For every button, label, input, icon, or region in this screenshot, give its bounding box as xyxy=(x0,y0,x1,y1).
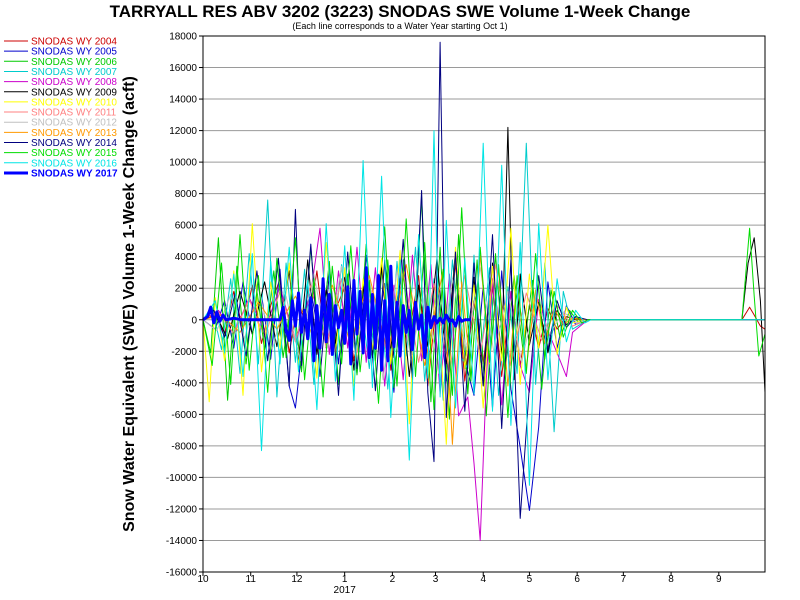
x-year-label: 2017 xyxy=(334,585,357,596)
x-tick-label: 7 xyxy=(621,574,627,585)
y-tick-label: -4000 xyxy=(171,378,197,389)
y-tick-label: -14000 xyxy=(166,536,198,547)
chart-subtitle: (Each line corresponds to a Water Year s… xyxy=(292,21,507,31)
series-line-snodas-wy-2016 xyxy=(202,130,765,486)
x-tick-label: 11 xyxy=(246,574,257,585)
x-tick-label: 6 xyxy=(574,574,580,585)
x-tick-label: 4 xyxy=(480,574,486,585)
legend-entry: SNODAS WY 2006 xyxy=(31,57,117,68)
y-tick-label: 14000 xyxy=(169,95,197,106)
legend-entry: SNODAS WY 2005 xyxy=(31,47,117,58)
y-tick-label: 18000 xyxy=(169,32,197,43)
y-tick-label: 6000 xyxy=(175,221,198,232)
plot-area xyxy=(202,41,766,541)
x-tick-label: 9 xyxy=(716,574,722,585)
y-tick-label: 8000 xyxy=(175,189,198,200)
y-axis-label: Snow Water Equivalent (SWE) Volume 1-Wee… xyxy=(121,76,138,532)
legend-entry: SNODAS WY 2013 xyxy=(31,128,117,139)
y-tick-label: -16000 xyxy=(166,568,198,579)
legend-entry: SNODAS WY 2010 xyxy=(31,97,117,108)
y-tick-label: -10000 xyxy=(166,473,198,484)
x-tick-label: 1 xyxy=(342,574,348,585)
y-tick-label: -2000 xyxy=(171,347,197,358)
legend-entry: SNODAS WY 2015 xyxy=(31,148,117,159)
legend-entry: SNODAS WY 2012 xyxy=(31,118,117,129)
legend-entry: SNODAS WY 2014 xyxy=(31,138,117,149)
y-axis: 18000 16000 14000 12000 10000 8000 6000 4000 200… xyxy=(166,32,203,579)
plot-frame xyxy=(202,35,766,573)
x-tick-label: 10 xyxy=(197,574,209,585)
y-tick-label: 12000 xyxy=(169,126,197,137)
y-tick-label: 2000 xyxy=(175,284,198,295)
x-tick-label: 3 xyxy=(433,574,439,585)
y-tick-label: 4000 xyxy=(175,252,198,263)
legend-entry: SNODAS WY 2009 xyxy=(31,87,117,98)
y-tick-label: 10000 xyxy=(169,158,197,169)
legend-entry: SNODAS WY 2004 xyxy=(31,37,117,48)
legend-entry: SNODAS WY 2017 xyxy=(31,168,118,179)
x-tick-label: 2 xyxy=(390,574,396,585)
y-tick-label: -12000 xyxy=(166,504,198,515)
legend-entry: SNODAS WY 2011 xyxy=(31,108,117,119)
chart-title: TARRYALL RES ABV 3202 (3223) SNODAS SWE … xyxy=(110,2,691,21)
series-line-snodas-wy-2006 xyxy=(202,196,765,420)
x-tick-label: 8 xyxy=(668,574,674,585)
y-tick-label: 0 xyxy=(191,315,197,326)
x-tick-label: 5 xyxy=(527,574,533,585)
y-tick-label: -6000 xyxy=(171,410,197,421)
series-line-snodas-wy-2017 xyxy=(202,264,471,372)
y-tick-label: -8000 xyxy=(171,441,197,452)
legend-entry: SNODAS WY 2008 xyxy=(31,77,117,88)
y-tick-label: 16000 xyxy=(169,63,197,74)
x-tick-label: 12 xyxy=(291,574,303,585)
legend-entry: SNODAS WY 2007 xyxy=(31,67,117,78)
legend-entry: SNODAS WY 2016 xyxy=(31,158,117,169)
